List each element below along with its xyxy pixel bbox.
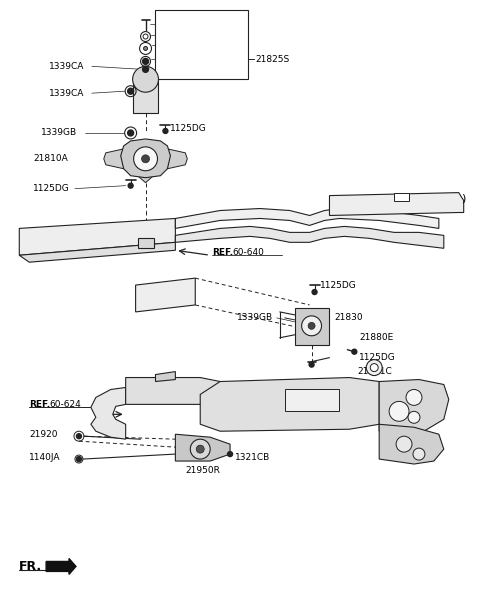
Polygon shape [168, 149, 187, 169]
Circle shape [143, 58, 148, 64]
Text: FR.: FR. [19, 560, 42, 573]
Circle shape [312, 290, 317, 294]
Text: 1125DG: 1125DG [170, 125, 207, 134]
Polygon shape [175, 434, 230, 461]
Polygon shape [120, 139, 170, 178]
Circle shape [228, 452, 232, 457]
Polygon shape [156, 371, 175, 381]
Circle shape [76, 457, 82, 461]
Circle shape [143, 34, 148, 39]
Text: 21810A: 21810A [33, 154, 68, 163]
Polygon shape [285, 389, 339, 411]
Circle shape [144, 46, 147, 51]
Text: 21950R: 21950R [185, 467, 220, 476]
Circle shape [408, 411, 420, 423]
Text: 1321CB: 1321CB [235, 452, 270, 461]
Polygon shape [132, 79, 158, 113]
Text: 21880E: 21880E [360, 333, 394, 342]
Circle shape [128, 130, 133, 136]
Polygon shape [138, 176, 154, 182]
Polygon shape [136, 278, 195, 312]
Text: 21920: 21920 [29, 430, 58, 439]
Text: 21823B: 21823B [171, 41, 206, 50]
Polygon shape [19, 219, 175, 255]
Text: 1140JA: 1140JA [29, 452, 61, 461]
Text: 60-624: 60-624 [49, 400, 81, 409]
Circle shape [143, 66, 148, 72]
Circle shape [308, 322, 315, 330]
Polygon shape [379, 380, 449, 432]
Circle shape [352, 349, 357, 354]
Circle shape [406, 389, 422, 405]
Text: 1140HC: 1140HC [171, 55, 207, 64]
Text: 21825S: 21825S [255, 55, 289, 64]
Polygon shape [156, 10, 248, 79]
Text: REF.: REF. [29, 400, 50, 409]
Text: 1339CA: 1339CA [49, 62, 84, 71]
Circle shape [196, 445, 204, 453]
Polygon shape [329, 193, 464, 216]
Text: 21841C: 21841C [357, 367, 392, 376]
Circle shape [370, 364, 378, 371]
Circle shape [413, 448, 425, 460]
Text: 1339CA: 1339CA [49, 89, 84, 98]
Polygon shape [19, 243, 175, 262]
Text: 1125DG: 1125DG [320, 281, 356, 290]
Polygon shape [91, 387, 126, 439]
Circle shape [163, 129, 168, 134]
Text: 1339GB: 1339GB [41, 129, 77, 138]
Circle shape [128, 88, 133, 94]
Text: 1123LE: 1123LE [171, 30, 205, 39]
Circle shape [132, 66, 158, 92]
Polygon shape [379, 424, 444, 464]
Text: 21830: 21830 [335, 313, 363, 322]
Circle shape [76, 434, 82, 439]
Circle shape [389, 401, 409, 421]
Polygon shape [104, 149, 124, 169]
Circle shape [366, 359, 382, 375]
Polygon shape [394, 193, 409, 201]
Circle shape [309, 362, 314, 367]
Text: REF.: REF. [212, 248, 233, 257]
Circle shape [396, 436, 412, 452]
Circle shape [142, 155, 150, 163]
Circle shape [128, 183, 133, 188]
Text: 1125GF: 1125GF [171, 19, 206, 28]
Polygon shape [200, 377, 379, 432]
Circle shape [301, 316, 322, 336]
Polygon shape [46, 558, 76, 575]
Text: 1125DG: 1125DG [33, 184, 70, 193]
Polygon shape [138, 238, 154, 249]
Text: 1339GB: 1339GB [237, 313, 273, 322]
Circle shape [190, 439, 210, 459]
Text: ): ) [461, 194, 465, 204]
Polygon shape [175, 209, 439, 228]
Circle shape [133, 147, 157, 170]
Text: 1125DG: 1125DG [360, 353, 396, 362]
Text: 60-640: 60-640 [232, 248, 264, 257]
Polygon shape [295, 308, 329, 344]
Polygon shape [175, 226, 444, 249]
Polygon shape [126, 377, 220, 404]
